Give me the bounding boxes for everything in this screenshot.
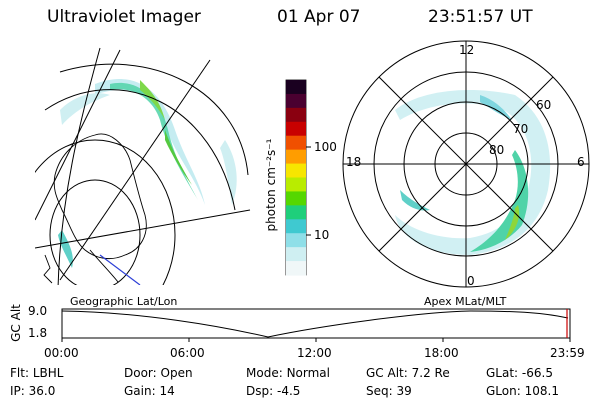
colorbar-stop: [286, 191, 306, 206]
info-dsp: Dsp: -4.5: [246, 384, 301, 398]
timeline-x-tick-1: 06:00: [170, 346, 205, 360]
geographic-image: [35, 47, 251, 285]
colorbar-stop: [286, 177, 306, 193]
colorbar-stop: [286, 163, 306, 179]
colorbar-stop: [286, 219, 306, 234]
lat-label-70: 70: [513, 122, 529, 136]
timeline-x-tick-3: 18:00: [424, 346, 459, 360]
timeline-y-tick-min: 1.8: [28, 326, 48, 340]
lat-label-80: 80: [489, 143, 505, 157]
info-mode: Mode: Normal: [246, 366, 330, 380]
colorbar-stop: [286, 80, 306, 95]
mlt-label-0: 0: [467, 274, 475, 288]
colorbar-stop: [286, 261, 306, 276]
timeline-x-tick-2: 12:00: [297, 346, 332, 360]
timeline-y-label: GC Alt: [9, 304, 23, 342]
colorbar-stop: [286, 107, 306, 123]
colorbar-tick-100: 100: [314, 140, 337, 154]
timeline-y-tick-max: 9.0: [28, 304, 48, 318]
date-label: 01 Apr 07: [277, 7, 361, 27]
colorbar-unit-label: photon cm⁻²s⁻¹: [264, 138, 278, 232]
colorbar-stop: [286, 149, 306, 165]
mlt-label-12: 12: [459, 43, 475, 57]
timeline-right-title: Apex MLat/MLT: [424, 295, 507, 308]
color-scale: [285, 79, 311, 276]
app-title: Ultraviolet Imager: [47, 7, 201, 27]
lat-label-60: 60: [536, 98, 552, 112]
colorbar-stop: [286, 93, 306, 109]
altitude-timeline: [61, 308, 571, 342]
info-flt: Flt: LBHL: [10, 366, 64, 380]
info-gain: Gain: 14: [124, 384, 175, 398]
time-label: 23:51:57 UT: [428, 7, 533, 27]
colorbar-stop: [286, 205, 306, 220]
mlt-label-6: 6: [577, 155, 585, 169]
mlt-label-18: 18: [346, 155, 362, 169]
colorbar-stop: [286, 121, 306, 137]
info-ip: IP: 36.0: [10, 384, 56, 398]
info-door: Door: Open: [124, 366, 193, 380]
colorbar-tick-10: 10: [314, 228, 330, 242]
timeline-left-title: Geographic Lat/Lon: [70, 295, 178, 308]
timeline-x-tick-4: 23:59: [550, 346, 585, 360]
info-gc-alt: GC Alt: 7.2 Re: [366, 366, 450, 380]
colorbar-stop: [286, 135, 306, 151]
timeline-x-tick-0: 00:00: [44, 346, 79, 360]
polar-image: [342, 40, 590, 288]
colorbar-stop: [286, 233, 306, 248]
info-glon: GLon: 108.1: [486, 384, 559, 398]
info-seq: Seq: 39: [366, 384, 412, 398]
colorbar-stop: [286, 247, 306, 262]
info-glat: GLat: -66.5: [486, 366, 553, 380]
